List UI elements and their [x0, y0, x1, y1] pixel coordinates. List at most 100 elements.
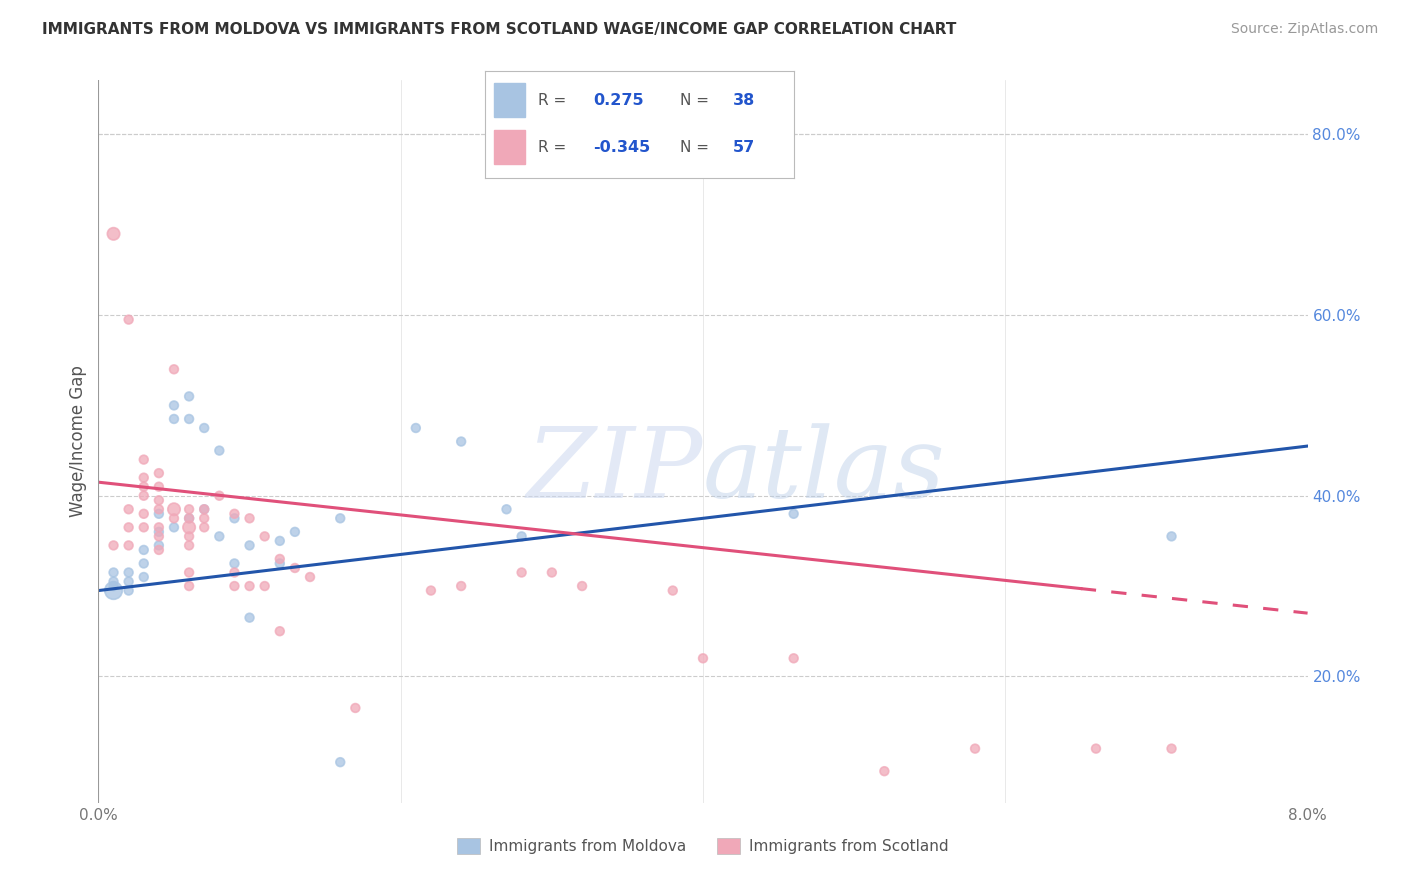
Point [179, 538, 201, 552]
Point [118, 312, 141, 326]
Point [239, 538, 262, 552]
Point [661, 583, 683, 598]
Point [148, 466, 170, 480]
Point [148, 520, 170, 534]
Point [193, 421, 215, 435]
Point [1160, 529, 1182, 543]
Point [571, 579, 593, 593]
Point [224, 557, 246, 571]
Text: Source: ZipAtlas.com: Source: ZipAtlas.com [1230, 22, 1378, 37]
Point [284, 561, 307, 575]
Point [540, 566, 562, 580]
Point [163, 511, 186, 525]
Point [783, 507, 806, 521]
Point [163, 502, 186, 516]
Point [965, 741, 987, 756]
Y-axis label: Wage/Income Gap: Wage/Income Gap [69, 366, 87, 517]
Text: 0.275: 0.275 [593, 93, 644, 108]
Point [118, 583, 141, 598]
Point [269, 533, 291, 548]
Point [1160, 741, 1182, 756]
Point [269, 552, 291, 566]
Point [103, 574, 125, 589]
Point [132, 507, 155, 521]
Point [179, 511, 201, 525]
Point [148, 538, 170, 552]
Text: N =: N = [681, 93, 714, 108]
Point [179, 579, 201, 593]
Point [179, 511, 201, 525]
Point [344, 701, 367, 715]
Point [179, 520, 201, 534]
Point [132, 489, 155, 503]
Point [163, 520, 186, 534]
Point [163, 412, 186, 426]
Text: IMMIGRANTS FROM MOLDOVA VS IMMIGRANTS FROM SCOTLAND WAGE/INCOME GAP CORRELATION : IMMIGRANTS FROM MOLDOVA VS IMMIGRANTS FR… [42, 22, 956, 37]
Point [420, 583, 443, 598]
Point [103, 579, 125, 593]
Point [239, 610, 262, 624]
Point [224, 566, 246, 580]
Point [208, 529, 231, 543]
Text: N =: N = [681, 140, 714, 155]
Point [253, 529, 276, 543]
Bar [495, 83, 526, 118]
Point [179, 389, 201, 403]
Point [118, 566, 141, 580]
Point [329, 511, 352, 525]
Point [179, 412, 201, 426]
Point [692, 651, 714, 665]
Point [253, 579, 276, 593]
Point [208, 489, 231, 503]
Point [269, 557, 291, 571]
Point [163, 398, 186, 412]
Point [783, 651, 806, 665]
Point [118, 502, 141, 516]
Point [873, 764, 896, 779]
Point [132, 520, 155, 534]
Text: R =: R = [537, 93, 571, 108]
Point [179, 529, 201, 543]
Point [118, 538, 141, 552]
Point [118, 574, 141, 589]
Point [193, 502, 215, 516]
Point [148, 480, 170, 494]
Point [510, 566, 533, 580]
Point [179, 566, 201, 580]
Point [103, 227, 125, 241]
Point [132, 452, 155, 467]
Point [239, 579, 262, 593]
Legend: Immigrants from Moldova, Immigrants from Scotland: Immigrants from Moldova, Immigrants from… [451, 832, 955, 860]
Point [103, 538, 125, 552]
Point [148, 507, 170, 521]
Point [284, 524, 307, 539]
Point [148, 524, 170, 539]
Point [450, 579, 472, 593]
Point [224, 579, 246, 593]
Text: ZIP: ZIP [527, 423, 703, 518]
Point [132, 570, 155, 584]
Point [329, 755, 352, 769]
Point [208, 443, 231, 458]
Point [224, 507, 246, 521]
Point [193, 520, 215, 534]
Point [405, 421, 427, 435]
Point [103, 583, 125, 598]
Point [269, 624, 291, 639]
Bar [495, 130, 526, 164]
Point [132, 557, 155, 571]
Point [103, 566, 125, 580]
Point [179, 502, 201, 516]
Text: 57: 57 [733, 140, 755, 155]
Text: 38: 38 [733, 93, 755, 108]
Point [1085, 741, 1108, 756]
Point [132, 480, 155, 494]
Point [132, 471, 155, 485]
Point [132, 542, 155, 557]
Text: -0.345: -0.345 [593, 140, 651, 155]
Point [193, 511, 215, 525]
Point [148, 493, 170, 508]
Point [148, 502, 170, 516]
Point [239, 511, 262, 525]
Point [224, 511, 246, 525]
